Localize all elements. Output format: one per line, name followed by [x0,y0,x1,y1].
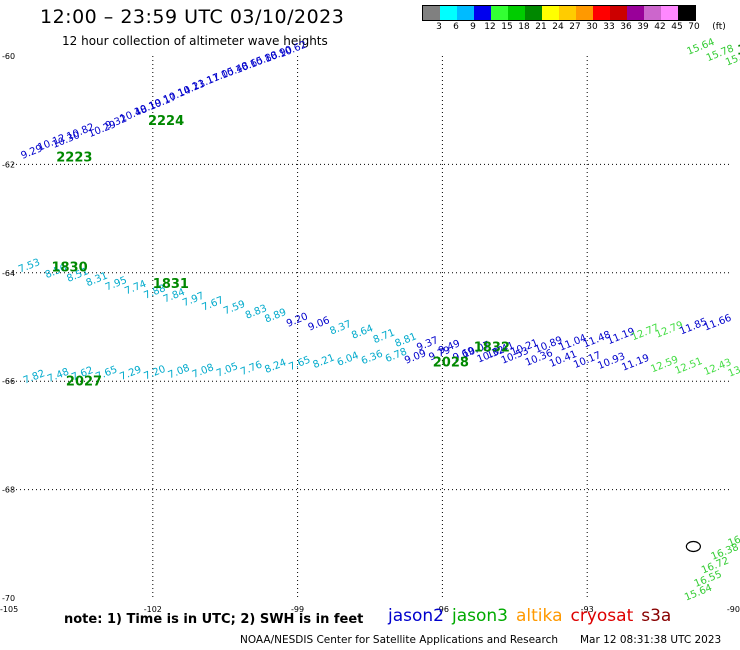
wave-height-label: 7.82 [22,368,47,387]
legend-tick-label: 42 [654,22,666,32]
y-tick-label: -70 [2,594,15,603]
wave-height-label: 8.71 [372,328,397,347]
x-tick-label: -102 [144,605,162,614]
legend-swatch [661,6,678,20]
satellite-label: cryosat [570,606,634,626]
wave-height-label: 9.20 [285,311,310,330]
satellite-label: jason2 [388,606,444,626]
timestamp-text: Mar 12 08:31:38 UTC 2023 [580,634,722,646]
legend-tick-label: 36 [620,22,632,32]
legend-tick-label: (ft) [712,22,726,32]
legend-swatch [474,6,491,20]
wave-height-label: 7.05 [215,361,240,380]
x-tick-label: -96 [436,605,449,614]
legend-swatch [525,6,542,20]
wave-height-label: 7.08 [191,362,216,381]
legend-tick-label: 9 [470,22,476,32]
wave-height-label: 7.59 [222,299,247,318]
track-time-label: 2224 [148,114,184,129]
track-time-label: 1831 [153,277,189,292]
legend-tick-label: 27 [569,22,581,32]
legend-tick-label: 18 [518,22,530,32]
legend-swatch [559,6,576,20]
legend-swatch [542,6,559,20]
satellite-label: jason3 [452,606,508,626]
chart-title: 12:00 – 23:59 UTC 03/10/2023 [40,6,345,28]
legend-swatch [593,6,610,20]
legend-swatch [610,6,627,20]
wave-height-label: 7.53 [17,257,42,276]
credit-text: NOAA/NESDIS Center for Satellite Applica… [240,634,558,646]
track-time-label: 2027 [66,375,102,390]
wave-height-label: 8.21 [311,352,336,371]
wave-height-label: 8.81 [394,331,419,350]
x-tick-label: -99 [291,605,304,614]
legend-swatch [576,6,593,20]
wave-height-label: 7.65 [287,355,312,374]
wave-height-label: 8.24 [263,357,288,376]
satellite-label: s3a [641,606,672,626]
legend-swatch [508,6,525,20]
track-time-label: 2223 [56,151,92,166]
wave-height-label: 8.64 [350,323,375,342]
footer-note: note: 1) Time is in UTC; 2) SWH is in fe… [64,612,364,627]
legend-swatch [644,6,661,20]
wave-height-label: 7.29 [118,364,143,383]
y-tick-label: -66 [2,377,15,386]
legend-tick-label: 21 [535,22,547,32]
wave-height-label: 10.62 [278,39,309,60]
x-tick-label: -90 [727,605,740,614]
legend-swatch [491,6,508,20]
wave-height-label: 11.19 [620,353,651,374]
wave-height-label: 12.51 [673,356,704,377]
legend-tick-label: 15 [501,22,513,32]
legend-tick-label: 3 [436,22,442,32]
wave-height-label: 7.08 [167,363,192,382]
wave-height-label: 8.37 [328,319,353,338]
legend-swatches [422,5,696,21]
legend-swatch [440,6,457,20]
y-tick-label: -68 [2,486,15,495]
legend-swatch [423,6,440,20]
x-tick-label: -105 [0,605,18,614]
legend-tick-label: 30 [586,22,598,32]
track-time-label: 1832 [474,340,510,355]
legend-tick-label: 45 [671,22,683,32]
track-time-label: 2028 [433,356,469,371]
color-legend: 3 6 9 12 15 18 21 24 27 30 33 36 39 42 45 70 (ft) [422,5,726,32]
wave-height-label: 7.76 [239,359,264,378]
wave-height-label: 11.66 [702,313,733,334]
wave-height-label: 9.06 [307,315,332,334]
legend-swatch [457,6,474,20]
legend-swatch [678,6,695,20]
wave-height-label: 9.09 [403,348,428,367]
y-tick-label: -62 [2,160,15,169]
legend-tick-label: 6 [453,22,459,32]
satellite-legend: jason2 jason3 altika cryosat s3a [388,606,679,626]
y-tick-label: -60 [2,52,15,61]
wave-height-label: 6.36 [360,349,385,368]
x-tick-label: -93 [581,605,594,614]
legend-tick-label: 12 [484,22,496,32]
legend-ticks: 3 6 9 12 15 18 21 24 27 30 33 36 39 42 45 70 (ft) [422,22,740,36]
legend-tick-label: 33 [603,22,615,32]
legend-swatch [627,6,644,20]
track-time-label: 1830 [51,261,87,276]
legend-tick-label: 24 [552,22,564,32]
track-time-label: 1602 [737,43,740,58]
y-tick-label: -64 [2,269,15,278]
legend-tick-label: 39 [637,22,649,32]
wave-height-label: 6.04 [336,350,361,369]
wave-height-label: 7.20 [143,364,168,383]
chart-subtitle: 12 hour collection of altimeter wave hei… [62,34,328,48]
satellite-label: altika [516,606,563,626]
legend-tick-label: 70 [688,22,700,32]
island-outline [685,540,701,553]
